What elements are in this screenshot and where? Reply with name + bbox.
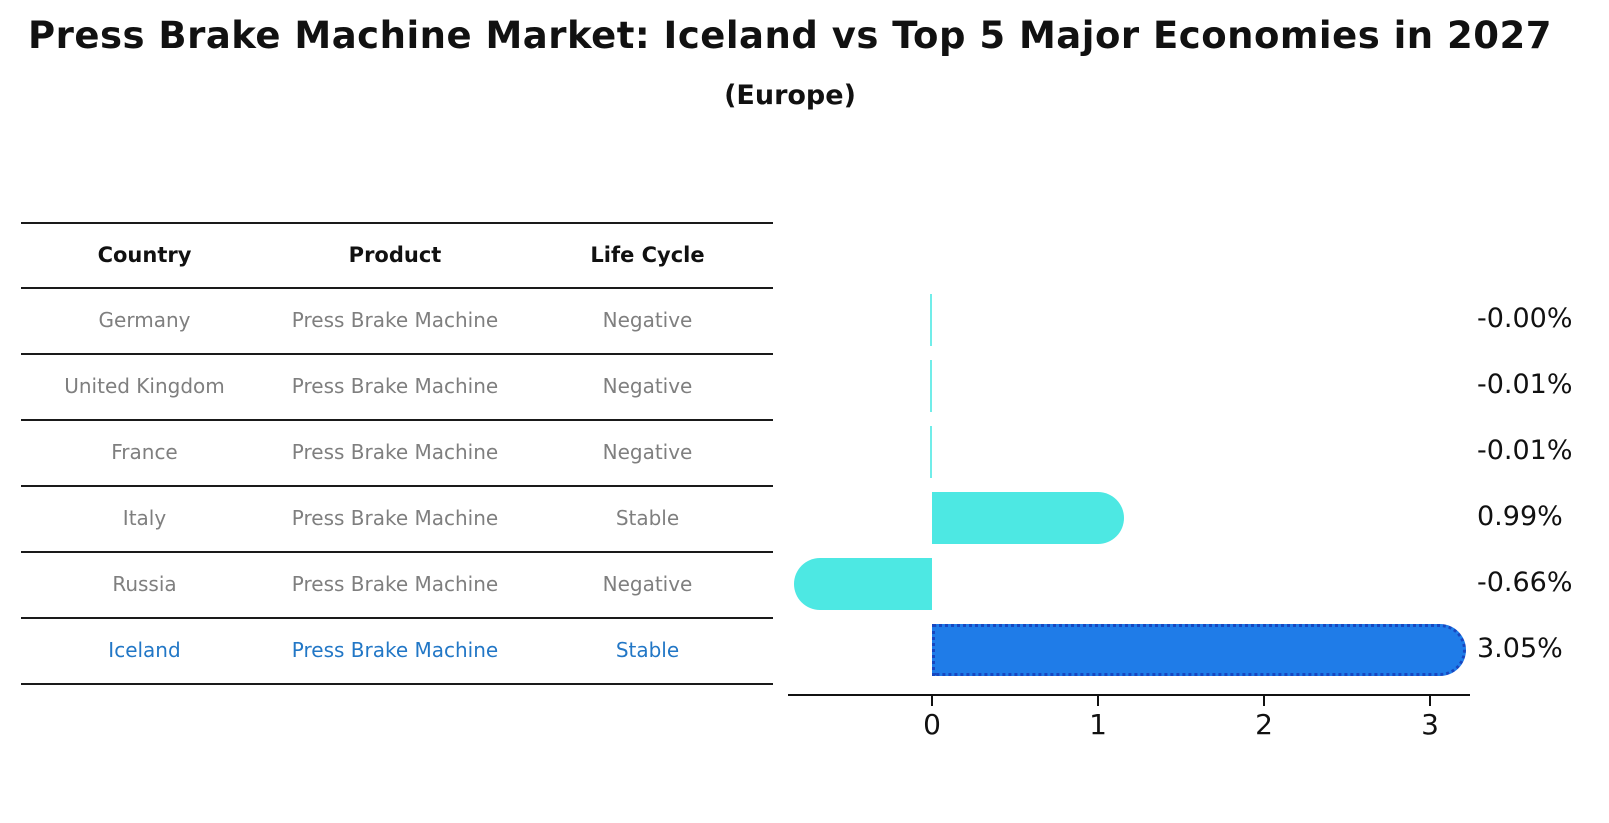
bar-iceland (932, 624, 1467, 676)
x-axis-line (788, 694, 1470, 696)
cell-country: Italy (122, 506, 167, 530)
cell-product: Press Brake Machine (291, 308, 499, 332)
bar-russia (794, 558, 932, 610)
x-axis-tick-label: 3 (1421, 708, 1439, 741)
cell-product: Press Brake Machine (291, 638, 499, 662)
cell-product: Press Brake Machine (291, 374, 499, 398)
cell-life-cycle: Negative (602, 440, 693, 464)
chart-title: Press Brake Machine Market: Iceland vs T… (28, 14, 1552, 57)
chart-subtitle: (Europe) (724, 80, 856, 111)
value-label: -0.00% (1477, 303, 1573, 334)
x-axis-tick (931, 696, 933, 706)
table-row-highlight: Iceland Press Brake Machine Stable (21, 633, 773, 667)
cell-life-cycle: Negative (602, 374, 693, 398)
cell-country: Russia (112, 572, 177, 596)
table-row: France Press Brake Machine Negative (21, 435, 773, 469)
cell-country: United Kingdom (64, 374, 225, 398)
table-divider (21, 287, 773, 289)
table-divider (21, 617, 773, 619)
cell-product: Press Brake Machine (291, 506, 499, 530)
table-divider (21, 683, 773, 685)
value-label: 3.05% (1477, 633, 1563, 664)
cell-country: Germany (98, 308, 191, 332)
cell-product: Press Brake Machine (291, 440, 499, 464)
table-header-product: Product (348, 243, 442, 267)
value-label: -0.01% (1477, 435, 1573, 466)
table-row: Germany Press Brake Machine Negative (21, 303, 773, 337)
x-axis-tick-label: 2 (1255, 708, 1273, 741)
x-axis-tick (1263, 696, 1265, 706)
table-header-row: Country Product Life Cycle (21, 238, 773, 272)
table-header-life-cycle: Life Cycle (590, 243, 705, 267)
value-label: -0.01% (1477, 369, 1573, 400)
x-axis-tick (1429, 696, 1431, 706)
cell-life-cycle: Negative (602, 572, 693, 596)
cell-life-cycle: Negative (602, 308, 693, 332)
table-row: Italy Press Brake Machine Stable (21, 501, 773, 535)
x-axis-tick (1097, 696, 1099, 706)
x-axis-tick-label: 0 (923, 708, 941, 741)
table-divider (21, 485, 773, 487)
bar-france (930, 426, 932, 478)
cell-product: Press Brake Machine (291, 572, 499, 596)
table-row: Russia Press Brake Machine Negative (21, 567, 773, 601)
table-divider (21, 222, 773, 224)
cell-life-cycle: Stable (615, 638, 680, 662)
x-axis-tick-label: 1 (1089, 708, 1107, 741)
bar-united-kingdom (930, 360, 932, 412)
cell-country: France (111, 440, 178, 464)
table-header-country: Country (97, 243, 192, 267)
value-label: 0.99% (1477, 501, 1563, 532)
table-divider (21, 353, 773, 355)
table-row: United Kingdom Press Brake Machine Negat… (21, 369, 773, 403)
cell-country: Iceland (108, 638, 181, 662)
bar-germany (930, 294, 932, 346)
value-label: -0.66% (1477, 567, 1573, 598)
table-divider (21, 551, 773, 553)
table-divider (21, 419, 773, 421)
cell-life-cycle: Stable (615, 506, 680, 530)
bar-italy (932, 492, 1125, 544)
